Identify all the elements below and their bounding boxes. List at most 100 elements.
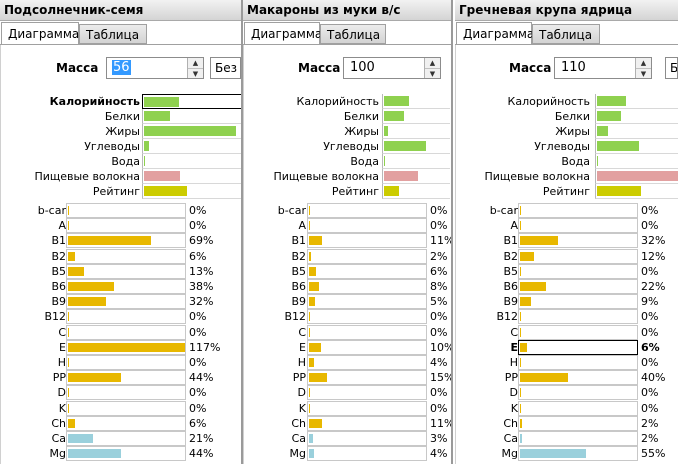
nutrient-row[interactable] [382,169,450,184]
spinner-arrows[interactable]: ▲ ▼ [635,58,651,78]
spinner-down-icon[interactable]: ▼ [429,70,436,78]
vitamin-row[interactable] [307,401,427,416]
vitamin-row[interactable] [518,385,638,400]
vitamin-row[interactable] [66,294,186,309]
tab-diagram[interactable]: Диаграмма [456,22,534,44]
mass-input[interactable]: 100 [350,60,375,75]
nutrient-row[interactable] [595,124,678,139]
vitamin-row[interactable] [307,325,427,340]
unit-select[interactable]: Б [665,57,678,79]
spinner-up-icon[interactable]: ▲ [636,58,651,69]
vitamin-row[interactable] [307,294,427,309]
vitamin-label: B5 [51,265,66,278]
vitamin-row[interactable] [518,203,638,218]
vitamin-row[interactable] [518,264,638,279]
vitamin-row[interactable] [66,233,186,248]
vitamin-row[interactable] [66,203,186,218]
mass-spinner[interactable]: 100 ▲ ▼ [343,57,441,79]
vitamin-row[interactable] [307,340,427,355]
nutrient-row[interactable] [382,139,450,154]
spinner-up-icon[interactable]: ▲ [425,58,440,69]
vitamin-row[interactable] [307,264,427,279]
nutrient-row[interactable] [142,109,241,124]
vitamin-row[interactable] [66,325,186,340]
vitamin-row[interactable] [66,416,186,431]
nutrient-row[interactable] [382,109,450,124]
vitamin-row[interactable] [66,264,186,279]
vitamin-row[interactable] [518,446,638,461]
vitamin-row[interactable] [518,340,638,355]
vitamin-row[interactable] [307,309,427,324]
vitamin-row[interactable] [307,355,427,370]
vitamin-row[interactable] [307,279,427,294]
vitamin-row[interactable] [518,431,638,446]
vitamin-row[interactable] [518,416,638,431]
mass-spinner[interactable]: 56 ▲ ▼ [106,57,204,79]
vitamin-row[interactable] [518,233,638,248]
nutrient-row[interactable] [382,184,450,199]
nutrient-row[interactable] [595,184,678,199]
vitamin-row[interactable] [66,309,186,324]
nutrient-row[interactable] [142,169,241,184]
vitamin-row[interactable] [518,370,638,385]
vitamin-row[interactable] [518,355,638,370]
vitamin-row[interactable] [66,431,186,446]
vitamin-row[interactable] [307,385,427,400]
vitamin-row[interactable] [66,249,186,264]
nutrient-row[interactable] [382,124,450,139]
vitamin-row[interactable] [66,279,186,294]
nutrient-row[interactable] [595,109,678,124]
nutrient-row[interactable] [595,139,678,154]
mass-input[interactable]: 56 [112,60,131,75]
vitamin-row[interactable] [307,233,427,248]
vitamin-row[interactable] [307,446,427,461]
vitamin-row[interactable] [66,218,186,233]
vitamin-row[interactable] [518,279,638,294]
vitamin-row[interactable] [518,325,638,340]
spinner-arrows[interactable]: ▲ ▼ [187,58,203,78]
vitamin-bar [309,449,314,458]
vitamin-row[interactable] [307,218,427,233]
nutrient-row[interactable] [142,124,241,139]
nutrient-row[interactable] [142,94,241,109]
spinner-down-icon[interactable]: ▼ [640,70,647,78]
nutrient-row[interactable] [382,154,450,169]
vitamin-label: K [510,402,518,415]
nutrient-row[interactable] [382,94,450,109]
vitamin-row[interactable] [307,416,427,431]
mass-spinner[interactable]: 110 ▲ ▼ [554,57,652,79]
tab-diagram[interactable]: Диаграмма [244,22,322,44]
vitamin-percent: 0% [641,204,659,217]
vitamin-bar [520,449,586,458]
vitamin-row[interactable] [518,294,638,309]
nutrient-row[interactable] [595,94,678,109]
vitamin-row[interactable] [518,218,638,233]
mass-input[interactable]: 110 [561,60,586,75]
nutrient-row[interactable] [595,154,678,169]
vitamin-row[interactable] [307,370,427,385]
nutrient-row[interactable] [142,184,241,199]
nutrient-row[interactable] [142,154,241,169]
vitamin-row[interactable] [518,309,638,324]
vitamin-row[interactable] [66,370,186,385]
vitamin-row[interactable] [307,249,427,264]
spinner-up-icon[interactable]: ▲ [188,58,203,69]
tab-table[interactable]: Таблица [532,24,600,44]
vitamin-row[interactable] [518,249,638,264]
vitamin-row[interactable] [66,446,186,461]
tab-table[interactable]: Таблица [320,24,386,44]
vitamin-row[interactable] [66,401,186,416]
vitamin-row[interactable] [66,340,186,355]
unit-select[interactable]: Без с [210,57,241,79]
vitamin-row[interactable] [518,401,638,416]
tab-table[interactable]: Таблица [79,24,147,44]
nutrient-row[interactable] [142,139,241,154]
vitamin-row[interactable] [66,385,186,400]
vitamin-row[interactable] [307,431,427,446]
spinner-arrows[interactable]: ▲ ▼ [424,58,440,78]
spinner-down-icon[interactable]: ▼ [192,70,199,78]
tab-diagram[interactable]: Диаграмма [1,22,79,44]
vitamin-row[interactable] [66,355,186,370]
nutrient-row[interactable] [595,169,678,184]
vitamin-row[interactable] [307,203,427,218]
